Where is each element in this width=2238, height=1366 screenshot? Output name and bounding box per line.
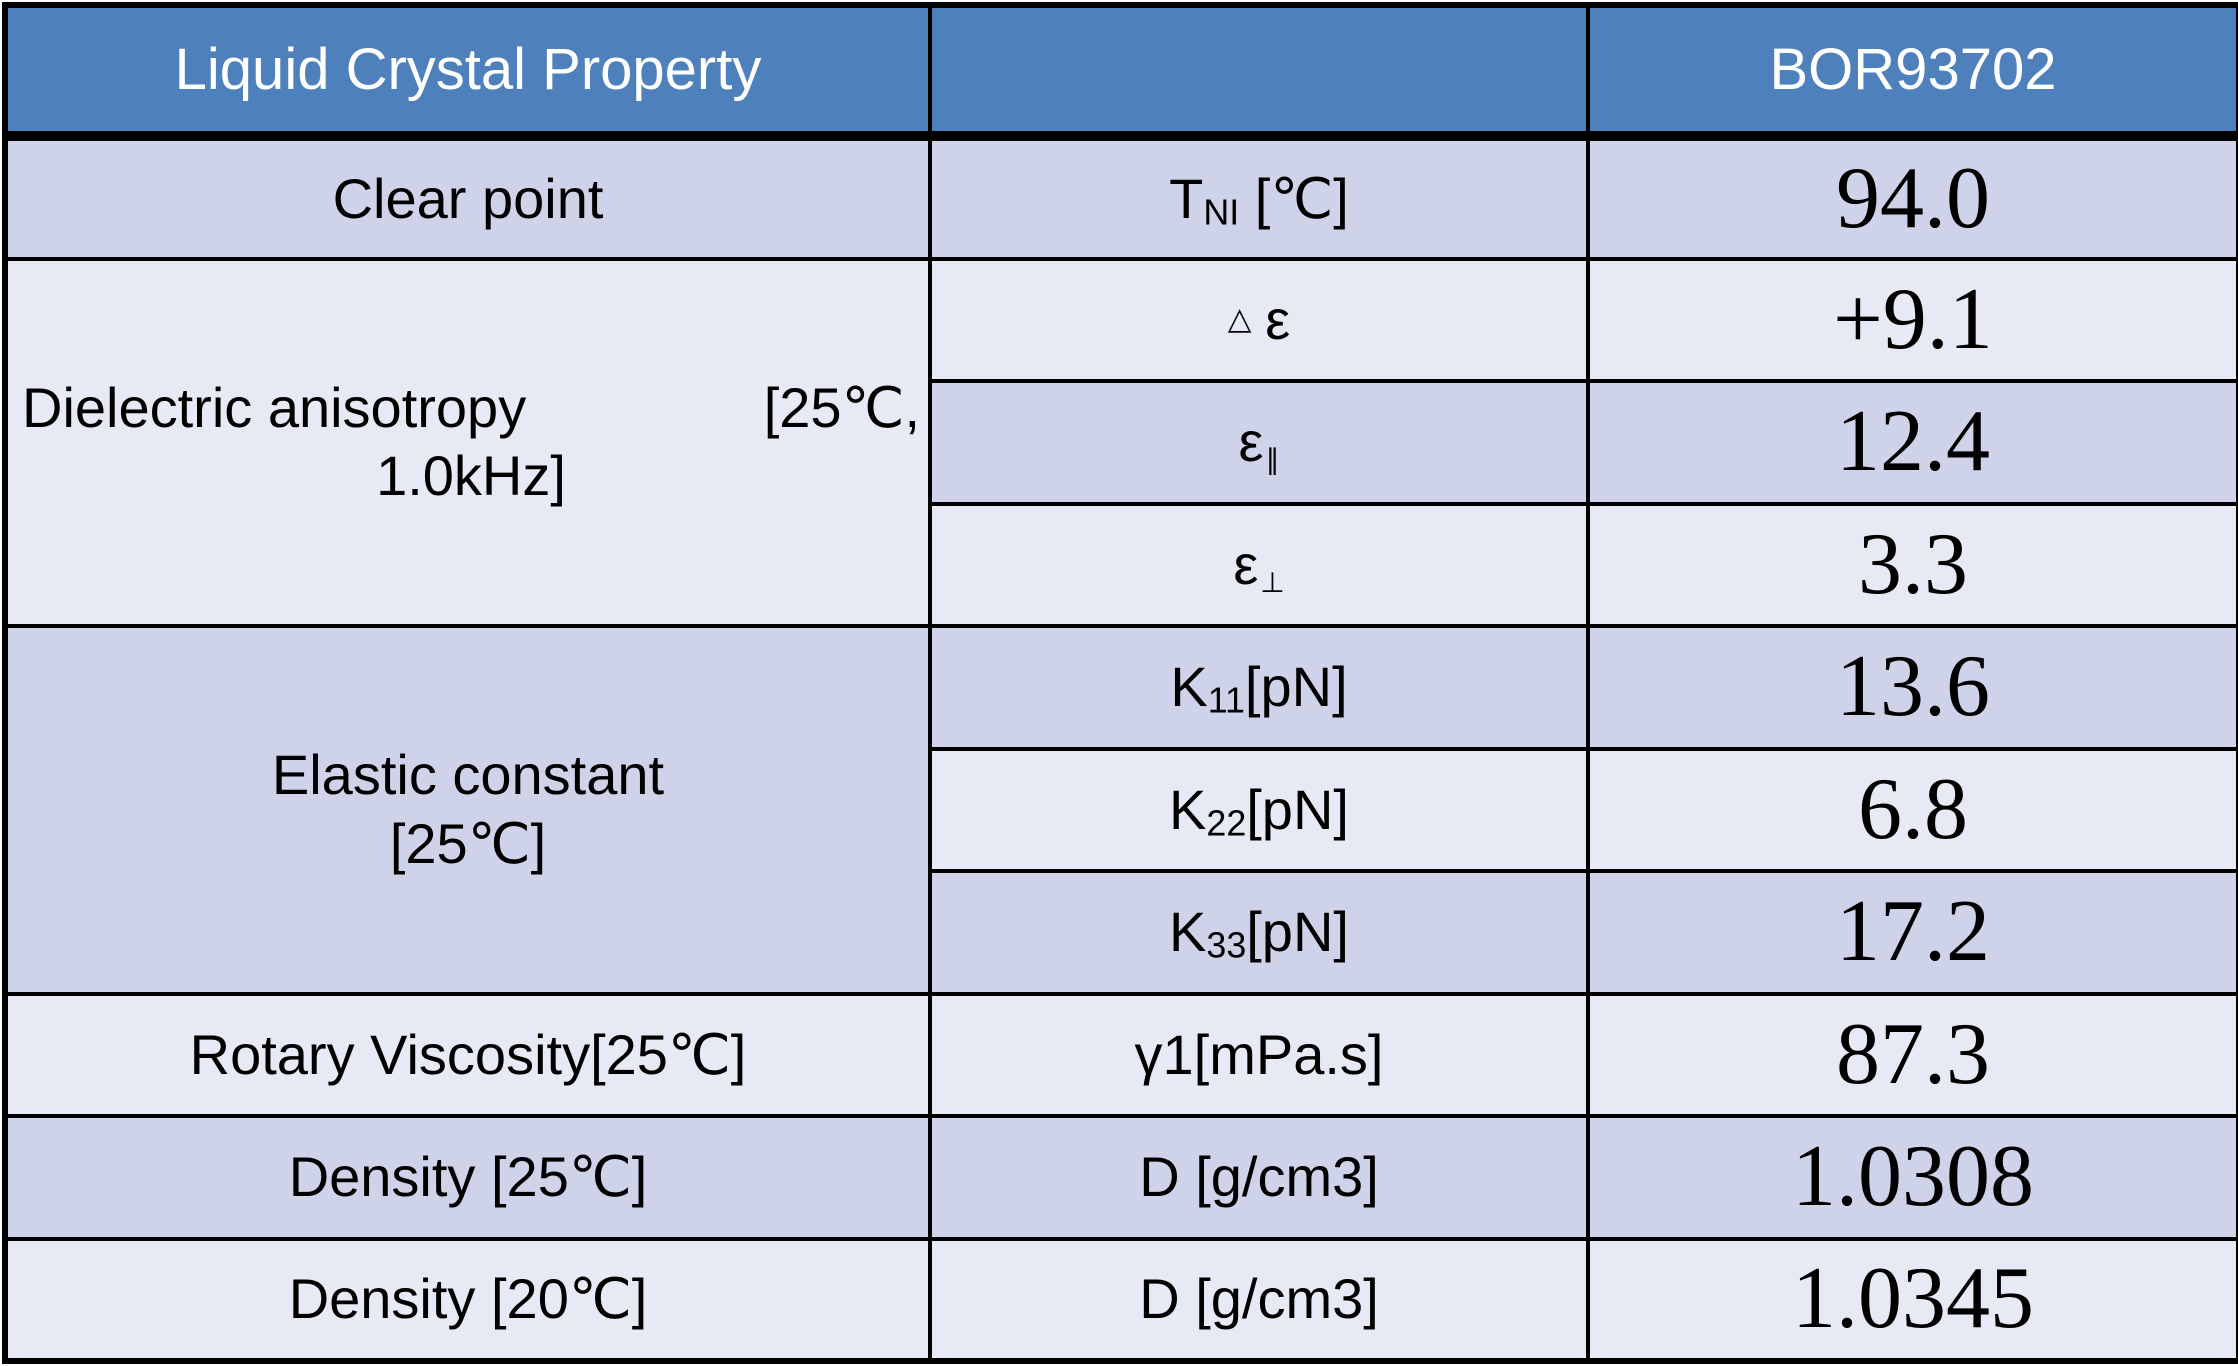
elastic-property-line1: Elastic constant [271, 743, 665, 807]
row-k33: K33[pN] 17.2 [5, 869, 2238, 996]
symbol-T: T [1169, 166, 1204, 230]
header-property: Liquid Crystal Property [3, 3, 932, 141]
cell-k11-symbol: K11[pN] [928, 624, 1590, 751]
cell-epsilon-perpendicular-value: 3.3 [1586, 501, 2238, 628]
k11-unit: [pN] [1244, 655, 1348, 719]
header-symbol [928, 3, 1590, 141]
cell-clear-point-property: Clear point [3, 134, 932, 261]
row-clear-point: Clear point TNI [℃] 94.0 [3, 134, 2238, 261]
parallel-subscript: ∥ [1265, 444, 1280, 476]
perpendicular-subscript: ⊥ [1260, 566, 1285, 598]
dielectric-property-line2: 1.0kHz] [376, 444, 566, 508]
cell-k22-value: 6.8 [1586, 746, 2238, 873]
row-epsilon-perpendicular: ε⊥ 3.3 [5, 501, 2238, 628]
row-rotary-viscosity: Rotary Viscosity[25℃] γ1[mPa.s] 87.3 [3, 991, 2238, 1118]
k11-base: K [1170, 655, 1208, 719]
delta-triangle-symbol: △ [1227, 301, 1252, 337]
cell-density-25-symbol: D [g/cm3] [928, 1114, 1590, 1241]
cell-elastic-constant-property: Elastic constant [25℃] [3, 624, 932, 996]
header-product-code: BOR93702 [1586, 3, 2238, 141]
elastic-property-line2: [25℃] [389, 811, 547, 875]
cell-density-20-symbol: D [g/cm3] [928, 1236, 1590, 1363]
k22-base: K [1169, 777, 1207, 841]
k33-base: K [1169, 900, 1207, 964]
k22-subscript: 22 [1206, 803, 1247, 844]
symbol-T-unit: [℃] [1239, 166, 1349, 230]
cell-density-20-value: 1.0345 [1586, 1236, 2238, 1363]
cell-k22-symbol: K22[pN] [928, 746, 1590, 873]
row-density-25: Density [25℃] D [g/cm3] 1.0308 [3, 1114, 2238, 1241]
row-delta-epsilon: Dielectric anisotropy [25℃, 1.0kHz] △ ε +… [3, 256, 2238, 628]
cell-rotary-viscosity-symbol: γ1[mPa.s] [928, 991, 1590, 1118]
epsilon-perpendicular-base: ε [1233, 532, 1259, 596]
cell-delta-epsilon-value: +9.1 [1586, 256, 2238, 383]
cell-epsilon-parallel-value: 12.4 [1586, 379, 2238, 506]
k11-subscript: 11 [1207, 680, 1245, 721]
delta-epsilon-base: ε [1265, 287, 1291, 351]
row-k11: Elastic constant [25℃] K11[pN] 13.6 [3, 624, 2238, 996]
cell-density-20-property: Density [20℃] [3, 1236, 932, 1363]
cell-density-25-property: Density [25℃] [3, 1114, 932, 1241]
cell-clear-point-symbol: TNI [℃] [928, 134, 1590, 261]
cell-rotary-viscosity-property: Rotary Viscosity[25℃] [3, 991, 932, 1118]
cell-dielectric-anisotropy-property: Dielectric anisotropy [25℃, 1.0kHz] [3, 256, 932, 628]
dielectric-property-line1-left: Dielectric anisotropy [22, 375, 527, 439]
cell-k11-value: 13.6 [1586, 624, 2238, 751]
dielectric-property-line1-right: [25℃, [763, 375, 920, 439]
k22-unit: [pN] [1246, 777, 1349, 841]
cell-epsilon-parallel-symbol: ε∥ [928, 379, 1590, 506]
cell-k33-symbol: K33[pN] [928, 869, 1590, 996]
cell-rotary-viscosity-value: 87.3 [1586, 991, 2238, 1118]
header-row: Liquid Crystal Property BOR93702 [3, 3, 2238, 141]
cell-delta-epsilon-symbol: △ ε [928, 256, 1590, 383]
epsilon-parallel-base: ε [1238, 410, 1264, 474]
symbol-T-subscript: NI [1203, 192, 1240, 233]
k33-subscript: 33 [1206, 925, 1247, 966]
row-epsilon-parallel: ε∥ 12.4 [5, 379, 2238, 506]
dielectric-property-line1: Dielectric anisotropy [25℃, [22, 374, 920, 442]
cell-epsilon-perpendicular-symbol: ε⊥ [928, 501, 1590, 628]
row-k22: K22[pN] 6.8 [5, 746, 2238, 873]
row-density-20: Density [20℃] D [g/cm3] 1.0345 [3, 1236, 2238, 1363]
cell-clear-point-value: 94.0 [1586, 134, 2238, 261]
cell-density-25-value: 1.0308 [1586, 1114, 2238, 1241]
cell-k33-value: 17.2 [1586, 869, 2238, 996]
k33-unit: [pN] [1246, 900, 1349, 964]
